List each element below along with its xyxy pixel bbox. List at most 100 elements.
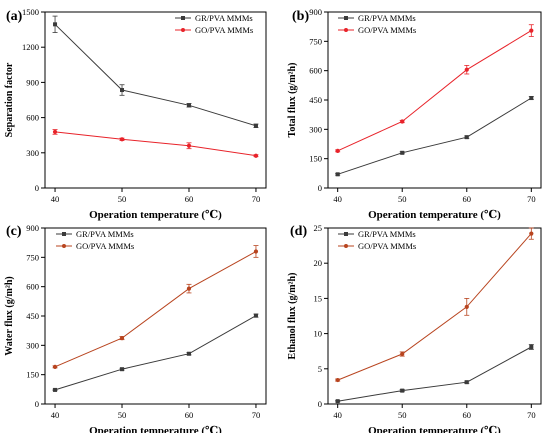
data-point — [53, 387, 58, 392]
legend-marker — [62, 232, 66, 236]
data-point — [186, 143, 192, 148]
x-axis-label: Operation temperature (℃) — [368, 209, 501, 221]
data-point — [253, 153, 259, 158]
x-tick-label: 60 — [463, 194, 472, 204]
data-point — [464, 135, 469, 140]
y-tick-label: 300 — [309, 124, 322, 134]
x-tick-label: 40 — [51, 194, 60, 204]
legend-marker — [344, 232, 348, 236]
data-point — [335, 172, 340, 177]
chart-panel-1: 40 50 60 70 0 300 600 900 1200 1500 Operation temp… — [4, 7, 267, 221]
series-line — [54, 315, 257, 391]
series-2: GO/PVA MMMs — [335, 24, 534, 153]
data-point — [52, 364, 58, 369]
data-point — [335, 399, 340, 404]
y-tick-label: 10 — [314, 329, 323, 339]
data-point — [119, 335, 125, 341]
x-tick-label: 40 — [333, 410, 342, 420]
y-tick-label: 1200 — [22, 42, 39, 52]
x-axis-label: Operation temperature (℃) — [89, 425, 222, 433]
legend-label: GO/PVA MMMs — [358, 25, 416, 35]
panel-label: (b) — [292, 9, 309, 24]
y-tick-label: 300 — [26, 340, 39, 350]
x-axis-label: Operation temperature (℃) — [89, 209, 222, 221]
y-tick-label: 25 — [314, 223, 323, 233]
data-point — [529, 28, 534, 33]
legend-marker — [181, 16, 185, 20]
x-tick-label: 70 — [527, 410, 536, 420]
data-point — [529, 231, 534, 236]
data-point — [186, 286, 192, 291]
data-point — [335, 377, 340, 383]
y-axis-label: Water flux (g/m²h) — [4, 276, 15, 355]
legend-marker — [181, 28, 185, 32]
plot-frame — [327, 227, 542, 405]
series-line — [54, 251, 257, 368]
series-line — [54, 23, 257, 127]
plot-frame — [327, 11, 542, 189]
y-axis-label: Ethanol flux (g/m²h) — [287, 273, 298, 360]
chart-panel-4: 40 50 60 70 0 5 10 15 20 25 Operation temperature … — [287, 223, 542, 433]
data-point — [335, 148, 340, 153]
x-tick-label: 40 — [51, 410, 60, 420]
data-point — [400, 351, 405, 357]
x-tick-label: 50 — [398, 194, 407, 204]
legend-label: GR/PVA MMMs — [76, 229, 134, 239]
series-line — [337, 346, 532, 402]
series-line — [337, 30, 532, 152]
x-tick-label: 50 — [118, 410, 127, 420]
data-point — [529, 96, 534, 101]
panel-label: (a) — [6, 9, 23, 24]
chart-panel-3: 40 50 60 70 0 150 300 450 600 750 900 Operation tem… — [4, 223, 267, 433]
chart-panel-2: 40 50 60 70 0 150 300 450 600 750 900 Operation tem… — [287, 7, 542, 221]
y-tick-label: 0 — [35, 399, 39, 409]
series-2: GO/PVA MMMs — [52, 25, 259, 158]
x-tick-label: 70 — [527, 194, 536, 204]
data-point — [119, 137, 125, 142]
data-point — [53, 22, 58, 27]
y-tick-label: 300 — [26, 148, 39, 158]
data-point — [186, 351, 191, 356]
y-tick-label: 450 — [309, 95, 322, 105]
y-tick-label: 600 — [309, 66, 322, 76]
legend-label: GO/PVA MMMs — [76, 241, 134, 251]
series-1: GR/PVA MMMs — [335, 13, 534, 177]
data-point — [120, 88, 125, 93]
series-1: GR/PVA MMMs — [52, 229, 259, 392]
plot-frame — [44, 11, 267, 189]
y-tick-label: 150 — [309, 154, 322, 164]
data-point — [529, 344, 534, 349]
y-tick-label: 5 — [318, 364, 322, 374]
y-tick-label: 15 — [314, 293, 323, 303]
panel-label: (d) — [290, 224, 307, 239]
x-tick-label: 60 — [463, 410, 472, 420]
y-tick-label: 1500 — [22, 7, 39, 17]
y-tick-label: 0 — [35, 183, 39, 193]
data-point — [400, 388, 405, 393]
y-tick-label: 0 — [318, 183, 322, 193]
x-axis-label: Operation temperature (℃) — [368, 425, 501, 433]
data-point — [464, 380, 469, 385]
x-tick-label: 50 — [118, 194, 127, 204]
series-2: GO/PVA MMMs — [335, 227, 534, 383]
data-point — [400, 150, 405, 155]
y-tick-label: 750 — [309, 36, 322, 46]
data-point — [253, 123, 258, 128]
y-axis-label: Total flux (g/m²h) — [287, 63, 298, 138]
y-tick-label: 150 — [26, 370, 39, 380]
x-tick-label: 70 — [252, 410, 261, 420]
x-tick-label: 50 — [398, 410, 407, 420]
y-tick-label: 600 — [26, 113, 39, 123]
legend-marker — [344, 244, 348, 248]
series-1: GR/PVA MMMs — [335, 229, 534, 404]
x-tick-label: 40 — [333, 194, 342, 204]
legend-label: GR/PVA MMMs — [358, 13, 416, 23]
legend-label: GR/PVA MMMs — [358, 229, 416, 239]
y-tick-label: 900 — [26, 223, 39, 233]
panel-label: (c) — [6, 224, 22, 239]
data-point — [464, 304, 469, 309]
x-tick-label: 60 — [185, 410, 194, 420]
data-point — [464, 67, 469, 72]
x-tick-label: 60 — [185, 194, 194, 204]
